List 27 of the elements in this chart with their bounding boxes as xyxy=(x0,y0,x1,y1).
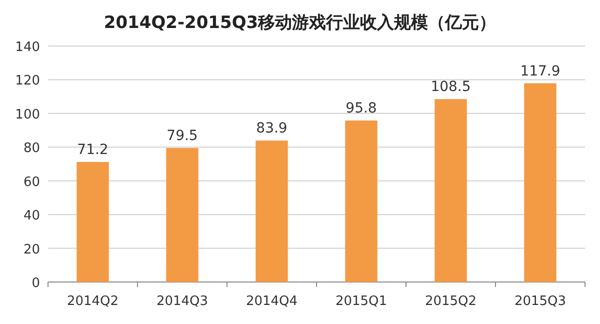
y-tick-label: 0 xyxy=(32,276,40,291)
data-label: 83.9 xyxy=(256,120,288,137)
bar xyxy=(256,140,288,282)
bar xyxy=(166,148,198,282)
data-label: 71.2 xyxy=(77,142,108,158)
y-tick-label: 100 xyxy=(15,107,40,122)
x-tick-label: 2014Q4 xyxy=(246,294,298,309)
x-tick-label: 2015Q2 xyxy=(424,294,477,309)
x-tick-label: 2014Q2 xyxy=(66,294,119,309)
y-tick-label: 120 xyxy=(15,74,40,89)
bar xyxy=(345,120,378,282)
chart-title: 2014Q2-2015Q3移动游戏行业收入规模（亿元） xyxy=(104,13,496,33)
data-label: 117.9 xyxy=(520,63,560,80)
data-label: 79.5 xyxy=(166,128,198,144)
x-tick-label: 2015Q3 xyxy=(514,294,566,309)
data-label: 95.8 xyxy=(346,100,377,117)
y-tick-label: 20 xyxy=(23,242,40,258)
x-tick-label: 2015Q1 xyxy=(335,294,388,309)
y-tick-label: 140 xyxy=(15,40,40,55)
y-tick-label: 80 xyxy=(23,141,40,156)
data-label: 108.5 xyxy=(430,79,471,96)
x-tick-label: 2014Q3 xyxy=(156,294,208,309)
bar xyxy=(434,99,467,282)
y-tick-label: 60 xyxy=(23,174,40,190)
bar xyxy=(524,83,556,282)
bar xyxy=(76,162,109,282)
y-tick-label: 40 xyxy=(23,208,40,224)
